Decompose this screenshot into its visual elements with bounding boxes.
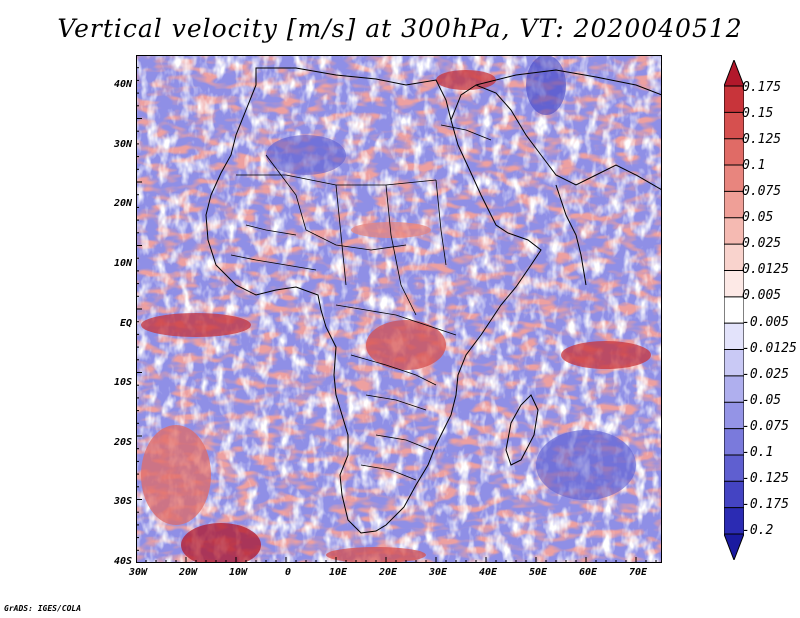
colorbar-label: -0.175 <box>742 497 789 512</box>
colorbar-swatch <box>724 349 744 377</box>
latitude-label-20n: 20N <box>113 198 132 209</box>
colorbar-swatch <box>724 86 744 113</box>
colorbar-swatch <box>724 296 744 324</box>
colorbar-swatch <box>724 428 744 456</box>
colorbar-label: 0.175 <box>742 80 782 95</box>
longitude-label-20w: 20W <box>178 567 198 578</box>
latitude-label-10s: 10S <box>113 377 132 388</box>
latitude-label-30n: 30N <box>113 139 132 150</box>
colorbar-label: 0.125 <box>742 132 782 147</box>
longitude-label-10e: 10E <box>328 567 348 578</box>
colorbar-swatch <box>724 375 744 403</box>
colorbar-swatch <box>724 165 744 192</box>
colorbar-label: 0.075 <box>742 184 782 199</box>
colorbar-label: -0.075 <box>742 419 789 434</box>
latitude-label-30s: 30S <box>113 496 132 507</box>
coastlines <box>205 67 662 534</box>
longitude-label-0: 0 <box>284 567 292 578</box>
latitude-ticks <box>136 55 142 563</box>
map-title: Vertical velocity [m/s] at 300hPa, VT: 2… <box>57 14 743 43</box>
latitude-label-20s: 20S <box>113 437 132 448</box>
red-patches <box>141 70 651 563</box>
colorbar-label: 0.15 <box>742 106 774 121</box>
colorbar-swatch <box>724 534 744 560</box>
colorbar-label: -0.05 <box>742 393 782 408</box>
velocity-field-map <box>136 55 662 563</box>
colorbar <box>724 60 744 560</box>
longitude-label-70e: 70E <box>628 567 648 578</box>
colorbar-swatches <box>724 60 744 560</box>
longitude-ticks <box>136 557 657 563</box>
colorbar-label: 0.005 <box>742 288 782 303</box>
colorbar-label: -0.025 <box>742 367 789 382</box>
longitude-label-30e: 30E <box>428 567 448 578</box>
colorbar-swatch <box>724 481 744 509</box>
colorbar-label: 0.1 <box>742 158 766 173</box>
colorbar-swatch <box>724 191 744 219</box>
latitude-label-10n: 10N <box>113 258 132 269</box>
latitude-label-40n: 40N <box>113 79 132 90</box>
colorbar-swatch <box>724 270 744 298</box>
grads-credit: GrADS: IGES/COLA <box>4 604 82 613</box>
colorbar-label: -0.2 <box>742 523 774 538</box>
colorbar-label: -0.005 <box>742 315 789 330</box>
latitude-label-eq: EQ <box>119 318 132 329</box>
colorbar-label: 0.025 <box>742 236 782 251</box>
longitude-label-10w: 10W <box>228 567 248 578</box>
colorbar-swatch <box>724 244 744 271</box>
colorbar-swatch <box>724 112 744 140</box>
colorbar-outline <box>724 60 744 560</box>
colorbar-swatch <box>724 138 744 166</box>
map-panel <box>136 55 662 563</box>
colorbar-swatch <box>724 60 744 86</box>
longitude-label-20e: 20E <box>378 567 398 578</box>
colorbar-label: -0.125 <box>742 471 789 486</box>
colorbar-label: -0.0125 <box>742 341 797 356</box>
longitude-label-50e: 50E <box>528 567 548 578</box>
latitude-label-40s: 40S <box>113 556 132 567</box>
colorbar-label: 0.05 <box>742 210 774 225</box>
country-borders <box>230 124 492 481</box>
colorbar-label: 0.0125 <box>742 262 789 277</box>
colorbar-swatch <box>724 323 744 351</box>
longitude-label-60e: 60E <box>578 567 598 578</box>
colorbar-label: -0.1 <box>742 445 774 460</box>
colorbar-swatch <box>724 507 744 535</box>
colorbar-swatch <box>724 454 744 482</box>
longitude-label-40e: 40E <box>478 567 498 578</box>
colorbar-swatch <box>724 402 744 430</box>
longitude-label-30w: 30W <box>128 567 148 578</box>
colorbar-swatch <box>724 217 744 245</box>
